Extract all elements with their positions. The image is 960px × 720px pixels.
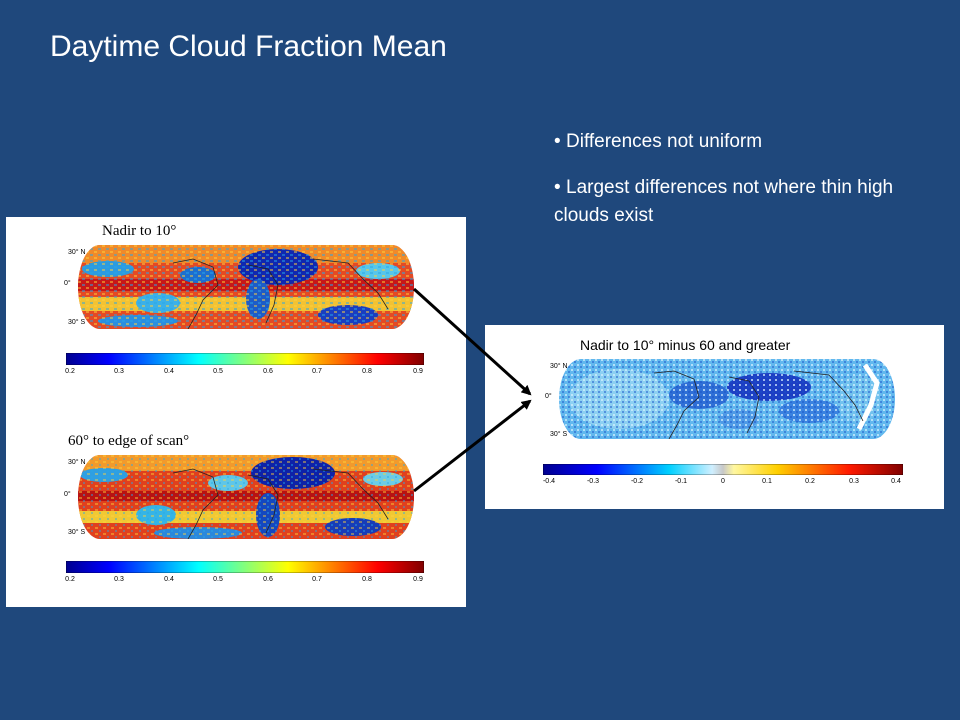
bottom-lat-30s: 30° S bbox=[68, 529, 86, 536]
bottom-colorbar bbox=[66, 561, 424, 573]
top-tick: 0.7 bbox=[312, 368, 322, 375]
difference-lat-0: 0° bbox=[545, 393, 552, 400]
bottom-tick: 0.8 bbox=[362, 576, 372, 583]
arrow-top-to-difference bbox=[412, 287, 532, 396]
bottom-tick: 0.6 bbox=[263, 576, 273, 583]
bullet-text: Differences not uniform bbox=[566, 131, 763, 152]
difference-colorbar bbox=[543, 464, 903, 475]
difference-tick: 0 bbox=[721, 478, 725, 485]
top-colorbar-gradient bbox=[66, 353, 424, 365]
bottom-tick: 0.9 bbox=[413, 576, 423, 583]
bottom-tick: 0.5 bbox=[213, 576, 223, 583]
difference-tick: -0.3 bbox=[586, 478, 600, 485]
difference-tick: -0.1 bbox=[674, 478, 688, 485]
bottom-cloud-map bbox=[78, 455, 414, 539]
right-figure-panel: Nadir to 10° minus 60 and greater 30° N … bbox=[485, 325, 944, 509]
difference-tick: 0.4 bbox=[891, 478, 901, 485]
difference-cloud-map bbox=[559, 359, 895, 439]
difference-map-label: Nadir to 10° minus 60 and greater bbox=[580, 337, 791, 353]
difference-tick: -0.4 bbox=[542, 478, 556, 485]
bottom-lat-30n: 30° N bbox=[68, 459, 86, 466]
difference-tick: -0.2 bbox=[630, 478, 644, 485]
top-tick: 0.6 bbox=[263, 368, 273, 375]
bullet-item: • Differences not uniform bbox=[554, 128, 934, 156]
difference-map-image bbox=[559, 359, 895, 439]
top-lat-30n: 30° N bbox=[68, 249, 86, 256]
top-map-image bbox=[78, 245, 414, 329]
arrow-bottom-to-difference bbox=[413, 399, 532, 493]
bottom-tick: 0.4 bbox=[164, 576, 174, 583]
top-lat-0: 0° bbox=[64, 280, 71, 287]
top-colorbar bbox=[66, 353, 424, 365]
top-tick: 0.9 bbox=[413, 368, 423, 375]
top-map-label: Nadir to 10° bbox=[102, 223, 177, 239]
bullet-text: Largest differences not where thin high … bbox=[554, 177, 894, 226]
bottom-map-label: 60° to edge of scan° bbox=[68, 433, 190, 449]
top-tick: 0.5 bbox=[213, 368, 223, 375]
difference-lat-30n: 30° N bbox=[550, 363, 568, 370]
difference-tick: 0.2 bbox=[805, 478, 815, 485]
difference-tick: 0.1 bbox=[762, 478, 772, 485]
top-tick: 0.3 bbox=[114, 368, 124, 375]
top-cloud-map bbox=[78, 245, 414, 329]
difference-tick: 0.3 bbox=[849, 478, 859, 485]
slide-title: Daytime Cloud Fraction Mean bbox=[50, 30, 447, 63]
bottom-tick: 0.3 bbox=[114, 576, 124, 583]
top-lat-30s: 30° S bbox=[68, 319, 86, 326]
bullet-icon: • bbox=[554, 177, 561, 198]
top-tick: 0.4 bbox=[164, 368, 174, 375]
bottom-tick: 0.7 bbox=[312, 576, 322, 583]
bullet-icon: • bbox=[554, 131, 561, 152]
left-figure-panel: Nadir to 10° 30° N 0° 30° S bbox=[6, 217, 466, 607]
top-tick: 0.2 bbox=[65, 368, 75, 375]
bottom-tick: 0.2 bbox=[65, 576, 75, 583]
bottom-lat-0: 0° bbox=[64, 491, 71, 498]
difference-lat-30s: 30° S bbox=[550, 431, 568, 438]
top-tick: 0.8 bbox=[362, 368, 372, 375]
bullet-list: • Differences not uniform • Largest differ… bbox=[554, 128, 934, 248]
bottom-colorbar-gradient bbox=[66, 561, 424, 573]
bullet-item: • Largest differences not where thin high… bbox=[554, 174, 934, 230]
difference-colorbar-gradient bbox=[543, 464, 903, 475]
bottom-map-image bbox=[78, 455, 414, 539]
